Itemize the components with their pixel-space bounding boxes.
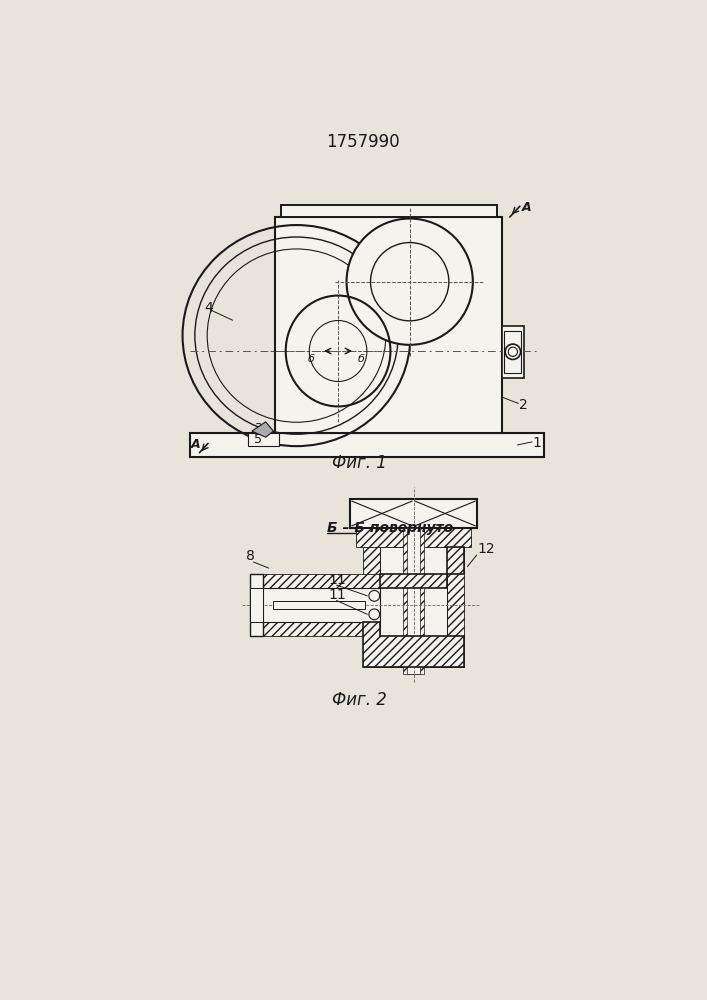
Bar bbox=[190, 433, 544, 457]
Text: 2: 2 bbox=[519, 398, 528, 412]
Bar bbox=[447, 547, 464, 667]
Bar bbox=[250, 622, 380, 636]
Bar bbox=[403, 528, 424, 674]
Text: 5: 5 bbox=[254, 433, 262, 446]
Text: Фиг. 1: Фиг. 1 bbox=[332, 454, 387, 472]
Bar bbox=[504, 331, 521, 373]
Bar bbox=[248, 433, 279, 446]
Polygon shape bbox=[363, 622, 464, 667]
Polygon shape bbox=[252, 422, 274, 437]
Bar bbox=[356, 528, 472, 547]
Bar bbox=[273, 601, 365, 609]
Text: A: A bbox=[521, 201, 531, 214]
Ellipse shape bbox=[508, 347, 518, 356]
Bar bbox=[264, 588, 380, 622]
Circle shape bbox=[369, 609, 380, 620]
Text: 8: 8 bbox=[246, 549, 255, 563]
Polygon shape bbox=[380, 547, 464, 588]
Bar bbox=[380, 547, 447, 667]
Bar bbox=[502, 326, 524, 378]
Text: 1757990: 1757990 bbox=[326, 133, 399, 151]
Ellipse shape bbox=[506, 344, 520, 359]
Text: 3: 3 bbox=[254, 422, 262, 435]
Bar bbox=[275, 217, 502, 433]
Text: 11: 11 bbox=[329, 588, 346, 602]
Text: 11: 11 bbox=[329, 573, 346, 587]
Bar bbox=[350, 499, 477, 528]
Text: A: A bbox=[191, 438, 201, 451]
Bar bbox=[407, 528, 420, 674]
Bar bbox=[250, 574, 264, 636]
Ellipse shape bbox=[346, 219, 473, 345]
Text: Б – Б повернуто: Б – Б повернуто bbox=[327, 521, 453, 535]
Bar bbox=[281, 205, 497, 217]
Bar bbox=[250, 574, 380, 588]
Text: б: б bbox=[358, 354, 365, 364]
Text: 1: 1 bbox=[533, 436, 542, 450]
Text: 12: 12 bbox=[477, 542, 495, 556]
Text: 4: 4 bbox=[204, 302, 213, 316]
Text: Фиг. 2: Фиг. 2 bbox=[332, 691, 387, 709]
Bar bbox=[363, 547, 380, 667]
Bar bbox=[250, 588, 264, 622]
Text: б: б bbox=[308, 354, 314, 364]
Circle shape bbox=[369, 590, 380, 601]
